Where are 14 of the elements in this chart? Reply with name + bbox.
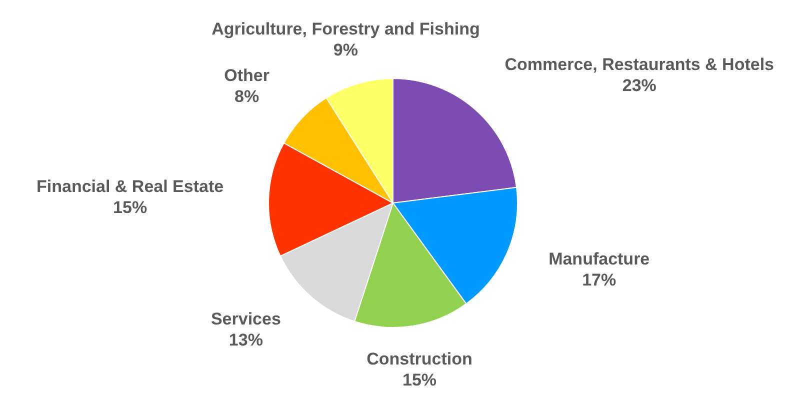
slice-label: Commerce, Restaurants & Hotels xyxy=(504,55,774,74)
data-label: 17% xyxy=(582,270,616,290)
slice-label: Agriculture, Forestry and Fishing xyxy=(212,19,480,38)
data-label: 13% xyxy=(228,330,263,350)
data-label: 9% xyxy=(333,40,358,60)
data-label: 15% xyxy=(113,198,148,217)
slice-label: Construction xyxy=(366,350,472,369)
slice-label: Services xyxy=(210,309,281,328)
data-label: 23% xyxy=(622,76,656,96)
slice-label: Manufacture xyxy=(548,250,650,269)
data-label: 15% xyxy=(402,370,437,390)
data-label: 8% xyxy=(234,87,260,106)
slice-label: Other xyxy=(224,66,270,86)
slice-label: Financial & Real Estate xyxy=(36,176,224,196)
